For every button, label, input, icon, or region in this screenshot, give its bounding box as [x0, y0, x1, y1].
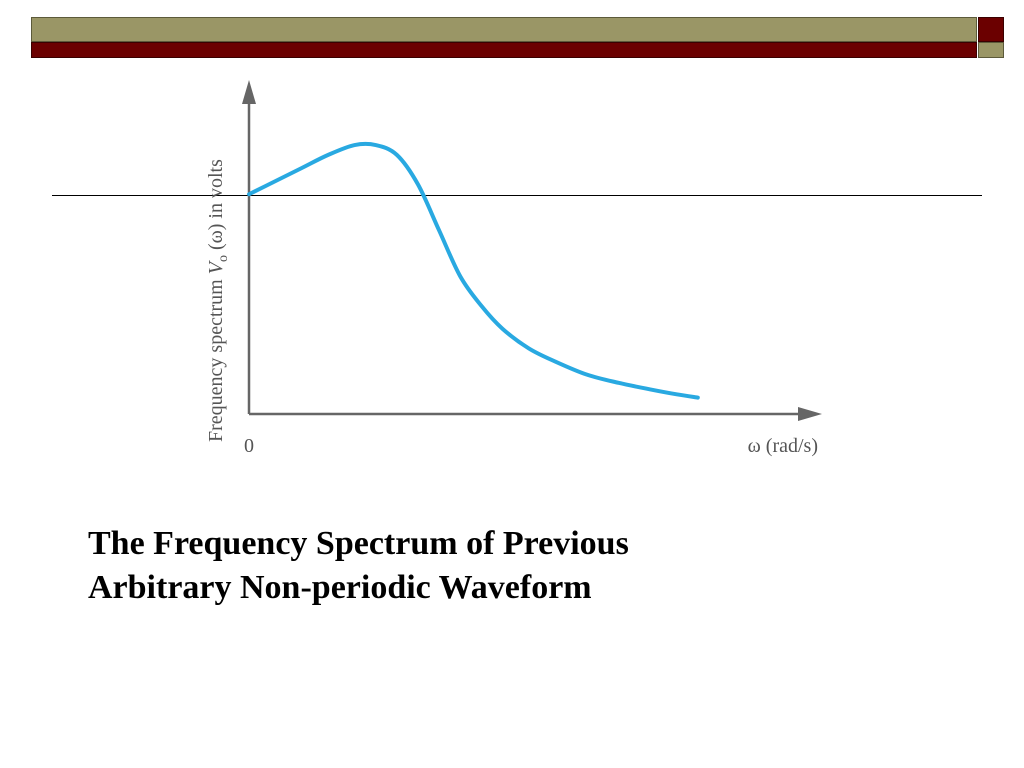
y-label-var: V — [205, 259, 227, 274]
chart-axes — [242, 80, 822, 421]
y-axis-label: Frequency spectrum Vo (ω) in volts — [205, 159, 231, 442]
header-maroon-square — [978, 17, 1004, 42]
caption-line-2: Arbitrary Non-periodic Waveform — [88, 569, 592, 606]
x-axis-label: ω (rad/s) — [748, 435, 818, 457]
series-line-0 — [247, 141, 700, 400]
header-maroon-band — [31, 42, 977, 58]
y-label-sub: o — [216, 255, 231, 262]
header-olive-band — [31, 17, 977, 42]
slide-caption: The Frequency Spectrum of Previous Arbit… — [88, 522, 968, 610]
caption-line-1: The Frequency Spectrum of Previous — [88, 525, 629, 562]
y-axis-arrow — [242, 80, 256, 104]
y-label-after: (ω) in volts — [205, 159, 227, 255]
y-label-before: Frequency spectrum — [205, 274, 227, 442]
divider-line — [52, 195, 982, 196]
x-tick-label-0: 0 — [244, 435, 254, 457]
header-olive-square — [978, 42, 1004, 58]
x-axis-arrow — [798, 407, 822, 421]
chart-marks — [247, 141, 700, 400]
